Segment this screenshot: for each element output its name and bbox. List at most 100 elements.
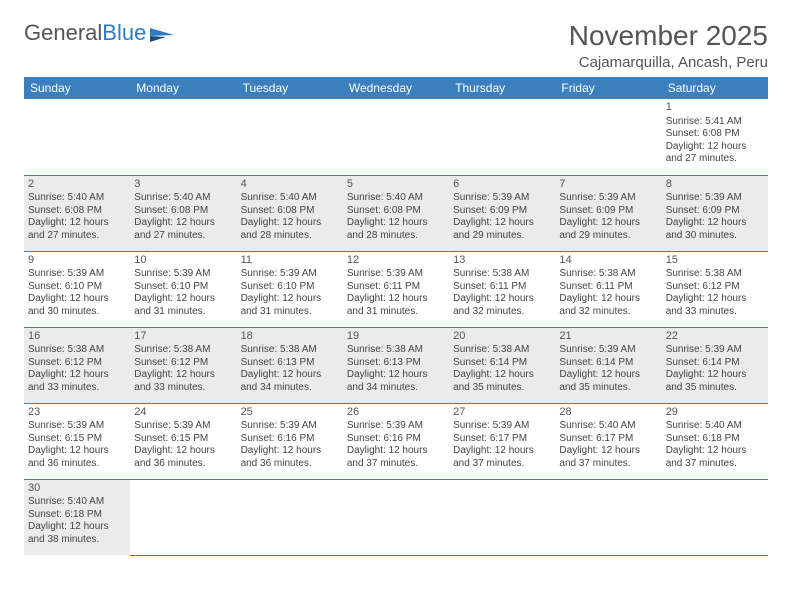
sunset-line: Sunset: 6:08 PM bbox=[666, 128, 764, 141]
calendar-cell: 19Sunrise: 5:38 AMSunset: 6:13 PMDayligh… bbox=[343, 327, 449, 403]
calendar-cell: 8Sunrise: 5:39 AMSunset: 6:09 PMDaylight… bbox=[662, 175, 768, 251]
sunrise-line: Sunrise: 5:38 AM bbox=[559, 268, 657, 281]
sunset-line: Sunset: 6:11 PM bbox=[453, 281, 551, 294]
daylight-line: Daylight: 12 hours and 27 minutes. bbox=[666, 141, 764, 166]
sunset-line: Sunset: 6:08 PM bbox=[28, 205, 126, 218]
sunrise-line: Sunrise: 5:40 AM bbox=[559, 420, 657, 433]
calendar-cell: 10Sunrise: 5:39 AMSunset: 6:10 PMDayligh… bbox=[130, 251, 236, 327]
calendar-row: 2Sunrise: 5:40 AMSunset: 6:08 PMDaylight… bbox=[24, 175, 768, 251]
calendar-cell: 15Sunrise: 5:38 AMSunset: 6:12 PMDayligh… bbox=[662, 251, 768, 327]
sunrise-line: Sunrise: 5:38 AM bbox=[28, 344, 126, 357]
daylight-line: Daylight: 12 hours and 33 minutes. bbox=[134, 369, 232, 394]
sunset-line: Sunset: 6:10 PM bbox=[134, 281, 232, 294]
daylight-line: Daylight: 12 hours and 28 minutes. bbox=[347, 217, 445, 242]
sunset-line: Sunset: 6:12 PM bbox=[134, 357, 232, 370]
day-number: 14 bbox=[559, 254, 657, 268]
daylight-line: Daylight: 12 hours and 33 minutes. bbox=[28, 369, 126, 394]
day-number: 18 bbox=[241, 330, 339, 344]
daylight-line: Daylight: 12 hours and 29 minutes. bbox=[559, 217, 657, 242]
sunrise-line: Sunrise: 5:38 AM bbox=[241, 344, 339, 357]
day-number: 17 bbox=[134, 330, 232, 344]
day-number: 6 bbox=[453, 178, 551, 192]
sunset-line: Sunset: 6:14 PM bbox=[453, 357, 551, 370]
calendar-cell: 24Sunrise: 5:39 AMSunset: 6:15 PMDayligh… bbox=[130, 403, 236, 479]
day-number: 10 bbox=[134, 254, 232, 268]
sunrise-line: Sunrise: 5:39 AM bbox=[666, 192, 764, 205]
sunrise-line: Sunrise: 5:39 AM bbox=[347, 268, 445, 281]
daylight-line: Daylight: 12 hours and 27 minutes. bbox=[28, 217, 126, 242]
day-number: 5 bbox=[347, 178, 445, 192]
calendar-cell: 9Sunrise: 5:39 AMSunset: 6:10 PMDaylight… bbox=[24, 251, 130, 327]
calendar-body: 1Sunrise: 5:41 AMSunset: 6:08 PMDaylight… bbox=[24, 99, 768, 555]
daylight-line: Daylight: 12 hours and 37 minutes. bbox=[666, 445, 764, 470]
sunrise-line: Sunrise: 5:40 AM bbox=[28, 496, 126, 509]
day-number: 19 bbox=[347, 330, 445, 344]
sunset-line: Sunset: 6:18 PM bbox=[666, 433, 764, 446]
sunset-line: Sunset: 6:09 PM bbox=[453, 205, 551, 218]
day-number: 7 bbox=[559, 178, 657, 192]
weekday-header: Tuesday bbox=[237, 77, 343, 99]
daylight-line: Daylight: 12 hours and 33 minutes. bbox=[666, 293, 764, 318]
sunset-line: Sunset: 6:11 PM bbox=[559, 281, 657, 294]
sunrise-line: Sunrise: 5:39 AM bbox=[666, 344, 764, 357]
sunset-line: Sunset: 6:10 PM bbox=[28, 281, 126, 294]
sunset-line: Sunset: 6:13 PM bbox=[347, 357, 445, 370]
sunrise-line: Sunrise: 5:39 AM bbox=[134, 420, 232, 433]
daylight-line: Daylight: 12 hours and 35 minutes. bbox=[453, 369, 551, 394]
daylight-line: Daylight: 12 hours and 30 minutes. bbox=[666, 217, 764, 242]
calendar-table: SundayMondayTuesdayWednesdayThursdayFrid… bbox=[24, 77, 768, 556]
day-number: 2 bbox=[28, 178, 126, 192]
sunrise-line: Sunrise: 5:39 AM bbox=[241, 420, 339, 433]
sunset-line: Sunset: 6:14 PM bbox=[559, 357, 657, 370]
header: GeneralBlue November 2025 Cajamarquilla,… bbox=[24, 20, 768, 71]
calendar-cell: 1Sunrise: 5:41 AMSunset: 6:08 PMDaylight… bbox=[662, 99, 768, 175]
calendar-cell: 20Sunrise: 5:38 AMSunset: 6:14 PMDayligh… bbox=[449, 327, 555, 403]
logo-text-2: Blue bbox=[102, 20, 146, 46]
weekday-header: Friday bbox=[555, 77, 661, 99]
sunset-line: Sunset: 6:16 PM bbox=[241, 433, 339, 446]
daylight-line: Daylight: 12 hours and 38 minutes. bbox=[28, 521, 126, 546]
calendar-cell: 4Sunrise: 5:40 AMSunset: 6:08 PMDaylight… bbox=[237, 175, 343, 251]
sunset-line: Sunset: 6:13 PM bbox=[241, 357, 339, 370]
sunrise-line: Sunrise: 5:39 AM bbox=[453, 192, 551, 205]
calendar-cell-empty bbox=[449, 479, 555, 555]
calendar-cell-empty bbox=[662, 479, 768, 555]
day-number: 26 bbox=[347, 406, 445, 420]
calendar-cell-empty bbox=[343, 479, 449, 555]
title-block: November 2025 Cajamarquilla, Ancash, Per… bbox=[569, 20, 768, 71]
day-number: 21 bbox=[559, 330, 657, 344]
calendar-cell: 17Sunrise: 5:38 AMSunset: 6:12 PMDayligh… bbox=[130, 327, 236, 403]
calendar-cell-empty bbox=[24, 99, 130, 175]
calendar-cell-empty bbox=[237, 99, 343, 175]
daylight-line: Daylight: 12 hours and 36 minutes. bbox=[134, 445, 232, 470]
sunrise-line: Sunrise: 5:39 AM bbox=[28, 268, 126, 281]
day-number: 13 bbox=[453, 254, 551, 268]
location: Cajamarquilla, Ancash, Peru bbox=[569, 54, 768, 71]
day-number: 25 bbox=[241, 406, 339, 420]
day-number: 30 bbox=[28, 482, 126, 496]
daylight-line: Daylight: 12 hours and 31 minutes. bbox=[134, 293, 232, 318]
day-number: 3 bbox=[134, 178, 232, 192]
day-number: 22 bbox=[666, 330, 764, 344]
day-number: 4 bbox=[241, 178, 339, 192]
daylight-line: Daylight: 12 hours and 34 minutes. bbox=[241, 369, 339, 394]
sunset-line: Sunset: 6:09 PM bbox=[559, 205, 657, 218]
sunset-line: Sunset: 6:09 PM bbox=[666, 205, 764, 218]
sunrise-line: Sunrise: 5:41 AM bbox=[666, 116, 764, 129]
sunrise-line: Sunrise: 5:40 AM bbox=[666, 420, 764, 433]
calendar-cell: 25Sunrise: 5:39 AMSunset: 6:16 PMDayligh… bbox=[237, 403, 343, 479]
calendar-cell: 5Sunrise: 5:40 AMSunset: 6:08 PMDaylight… bbox=[343, 175, 449, 251]
sunset-line: Sunset: 6:12 PM bbox=[28, 357, 126, 370]
daylight-line: Daylight: 12 hours and 27 minutes. bbox=[134, 217, 232, 242]
weekday-header: Sunday bbox=[24, 77, 130, 99]
day-number: 8 bbox=[666, 178, 764, 192]
calendar-cell: 12Sunrise: 5:39 AMSunset: 6:11 PMDayligh… bbox=[343, 251, 449, 327]
sunset-line: Sunset: 6:18 PM bbox=[28, 509, 126, 522]
calendar-cell: 2Sunrise: 5:40 AMSunset: 6:08 PMDaylight… bbox=[24, 175, 130, 251]
sunrise-line: Sunrise: 5:39 AM bbox=[28, 420, 126, 433]
sunset-line: Sunset: 6:17 PM bbox=[559, 433, 657, 446]
calendar-cell: 11Sunrise: 5:39 AMSunset: 6:10 PMDayligh… bbox=[237, 251, 343, 327]
logo-flag-icon bbox=[148, 26, 176, 44]
weekday-header: Monday bbox=[130, 77, 236, 99]
calendar-row: 30Sunrise: 5:40 AMSunset: 6:18 PMDayligh… bbox=[24, 479, 768, 555]
